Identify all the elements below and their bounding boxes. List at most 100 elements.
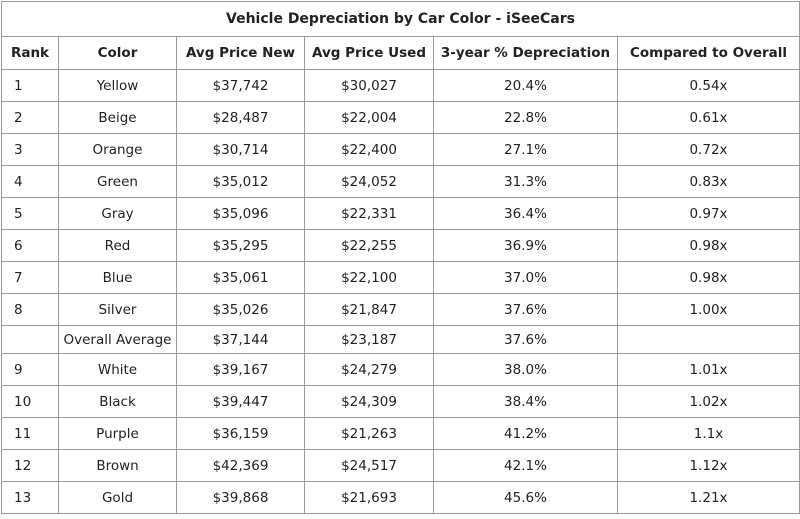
cell-rank: 11 [1, 417, 59, 450]
cell-rank: 2 [1, 101, 59, 134]
cell-compared: 1.21x [617, 481, 800, 514]
header-color: Color [58, 36, 177, 70]
table-row: 3 Orange $30,714 $22,400 27.1% 0.72x [1, 133, 800, 166]
table-row: 8 Silver $35,026 $21,847 37.6% 1.00x [1, 293, 800, 326]
cell-depreciation: 42.1% [433, 449, 618, 482]
cell-color: Gray [58, 197, 177, 230]
cell-compared: 0.54x [617, 69, 800, 102]
cell-rank: 8 [1, 293, 59, 326]
cell-depreciation: 37.6% [433, 293, 618, 326]
cell-rank: 6 [1, 229, 59, 262]
cell-rank: 10 [1, 385, 59, 418]
cell-color: Gold [58, 481, 177, 514]
cell-depreciation: 38.4% [433, 385, 618, 418]
cell-avg-price-used: $30,027 [304, 69, 434, 102]
header-avg-price-new: Avg Price New [176, 36, 305, 70]
table-row: 9 White $39,167 $24,279 38.0% 1.01x [1, 353, 800, 386]
cell-compared: 0.61x [617, 101, 800, 134]
table-title: Vehicle Depreciation by Car Color - iSee… [1, 1, 800, 37]
cell-avg-price-new: $37,742 [176, 69, 305, 102]
cell-depreciation: 31.3% [433, 165, 618, 198]
cell-color: Yellow [58, 69, 177, 102]
cell-rank: 7 [1, 261, 59, 294]
cell-compared: 1.00x [617, 293, 800, 326]
cell-rank: 13 [1, 481, 59, 514]
table-row: 11 Purple $36,159 $21,263 41.2% 1.1x [1, 417, 800, 450]
cell-rank [1, 325, 59, 354]
table-body: 1 Yellow $37,742 $30,027 20.4% 0.54x 2 B… [1, 69, 800, 514]
title-row: Vehicle Depreciation by Car Color - iSee… [1, 1, 800, 37]
cell-avg-price-used: $24,279 [304, 353, 434, 386]
cell-avg-price-used: $22,004 [304, 101, 434, 134]
header-rank: Rank [1, 36, 59, 70]
cell-depreciation: 22.8% [433, 101, 618, 134]
cell-compared: 0.98x [617, 229, 800, 262]
header-depreciation: 3-year % Depreciation [433, 36, 618, 70]
cell-avg-price-new: $35,012 [176, 165, 305, 198]
cell-avg-price-new: $37,144 [176, 325, 305, 354]
cell-compared: 0.97x [617, 197, 800, 230]
cell-depreciation: 41.2% [433, 417, 618, 450]
cell-rank: 4 [1, 165, 59, 198]
cell-avg-price-used: $22,400 [304, 133, 434, 166]
table-row: 2 Beige $28,487 $22,004 22.8% 0.61x [1, 101, 800, 134]
cell-color: Overall Average [58, 325, 177, 354]
cell-color: Orange [58, 133, 177, 166]
cell-avg-price-new: $42,369 [176, 449, 305, 482]
cell-color: Black [58, 385, 177, 418]
cell-depreciation: 36.9% [433, 229, 618, 262]
cell-color: Purple [58, 417, 177, 450]
cell-depreciation: 38.0% [433, 353, 618, 386]
cell-rank: 1 [1, 69, 59, 102]
table-row: 12 Brown $42,369 $24,517 42.1% 1.12x [1, 449, 800, 482]
table-row: 10 Black $39,447 $24,309 38.4% 1.02x [1, 385, 800, 418]
cell-rank: 12 [1, 449, 59, 482]
cell-avg-price-new: $39,167 [176, 353, 305, 386]
cell-rank: 3 [1, 133, 59, 166]
cell-avg-price-used: $21,263 [304, 417, 434, 450]
cell-avg-price-used: $21,693 [304, 481, 434, 514]
cell-avg-price-used: $24,052 [304, 165, 434, 198]
cell-avg-price-used: $24,517 [304, 449, 434, 482]
cell-avg-price-new: $35,026 [176, 293, 305, 326]
cell-avg-price-used: $24,309 [304, 385, 434, 418]
cell-compared [617, 325, 800, 354]
cell-color: Blue [58, 261, 177, 294]
cell-avg-price-used: $21,847 [304, 293, 434, 326]
cell-compared: 0.72x [617, 133, 800, 166]
cell-avg-price-used: $23,187 [304, 325, 434, 354]
cell-avg-price-new: $39,447 [176, 385, 305, 418]
cell-depreciation: 37.6% [433, 325, 618, 354]
header-avg-price-used: Avg Price Used [304, 36, 434, 70]
cell-color: Beige [58, 101, 177, 134]
cell-avg-price-new: $30,714 [176, 133, 305, 166]
cell-compared: 1.01x [617, 353, 800, 386]
cell-compared: 1.1x [617, 417, 800, 450]
cell-compared: 0.98x [617, 261, 800, 294]
cell-depreciation: 20.4% [433, 69, 618, 102]
overall-average-row: Overall Average $37,144 $23,187 37.6% [1, 325, 800, 354]
cell-rank: 9 [1, 353, 59, 386]
cell-color: White [58, 353, 177, 386]
table-row: 13 Gold $39,868 $21,693 45.6% 1.21x [1, 481, 800, 514]
table-row: 5 Gray $35,096 $22,331 36.4% 0.97x [1, 197, 800, 230]
table-row: 4 Green $35,012 $24,052 31.3% 0.83x [1, 165, 800, 198]
cell-color: Green [58, 165, 177, 198]
cell-avg-price-used: $22,100 [304, 261, 434, 294]
cell-avg-price-new: $35,096 [176, 197, 305, 230]
cell-avg-price-new: $35,295 [176, 229, 305, 262]
cell-color: Red [58, 229, 177, 262]
cell-compared: 0.83x [617, 165, 800, 198]
header-row: Rank Color Avg Price New Avg Price Used … [1, 36, 800, 70]
cell-depreciation: 27.1% [433, 133, 618, 166]
cell-avg-price-used: $22,331 [304, 197, 434, 230]
cell-compared: 1.12x [617, 449, 800, 482]
cell-avg-price-used: $22,255 [304, 229, 434, 262]
table-row: 6 Red $35,295 $22,255 36.9% 0.98x [1, 229, 800, 262]
table-row: 1 Yellow $37,742 $30,027 20.4% 0.54x [1, 69, 800, 102]
cell-avg-price-new: $39,868 [176, 481, 305, 514]
cell-color: Brown [58, 449, 177, 482]
cell-depreciation: 36.4% [433, 197, 618, 230]
cell-rank: 5 [1, 197, 59, 230]
